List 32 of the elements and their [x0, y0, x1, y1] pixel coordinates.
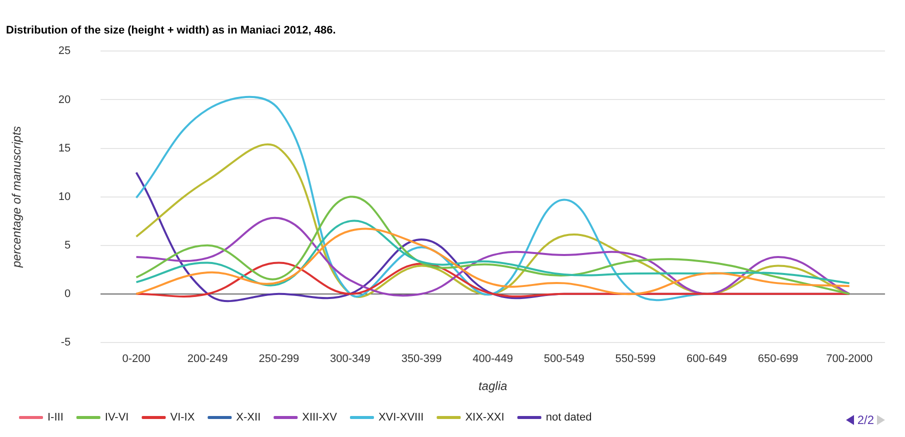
x-tick-label: 600-649: [686, 353, 727, 366]
text: 2/2: [857, 413, 874, 427]
x-tick-label: 250-299: [258, 353, 300, 366]
legend-label: XIX-XXI: [465, 412, 504, 424]
legend-label: IV-VI: [104, 412, 129, 424]
x-tick-label: 500-549: [544, 353, 584, 366]
y-tick-label: 15: [58, 142, 71, 154]
legend-label: I-III: [48, 412, 64, 424]
line-series: [135, 220, 850, 286]
legend-label: not dated: [546, 412, 592, 424]
y-tick-label: 10: [58, 190, 71, 203]
y-tick-label: 5: [64, 239, 71, 252]
x-tick-label: 200-249: [187, 353, 228, 366]
x-tick-label: 550-599: [615, 353, 656, 366]
y-axis-title: percentage of manuscripts: [10, 126, 24, 269]
x-tick-label: 300-349: [330, 353, 370, 366]
y-tick-label: 20: [58, 94, 71, 106]
legend-label: XIII-XV: [302, 412, 338, 424]
x-tick-label: 350-399: [401, 353, 442, 366]
y-tick-label: 0: [64, 288, 71, 300]
y-tick-label: 25: [58, 45, 71, 58]
x-axis-title: taglia: [478, 379, 508, 394]
line-series: [135, 196, 850, 295]
legend-label: XVI-XVIII: [378, 412, 424, 424]
legend-label: X-XII: [236, 412, 261, 424]
chart-title: Distribution of the size (height + width) as in Maniaci 2012, 486.: [6, 24, 336, 37]
y-tick-label: -5: [60, 336, 71, 348]
legend-label: VI-IX: [170, 412, 196, 424]
x-tick-label: 0-200: [122, 353, 150, 366]
x-tick-label: 700-2000: [826, 353, 873, 366]
x-tick-label: 650-699: [758, 353, 798, 366]
x-tick-label: 400-449: [472, 353, 514, 366]
